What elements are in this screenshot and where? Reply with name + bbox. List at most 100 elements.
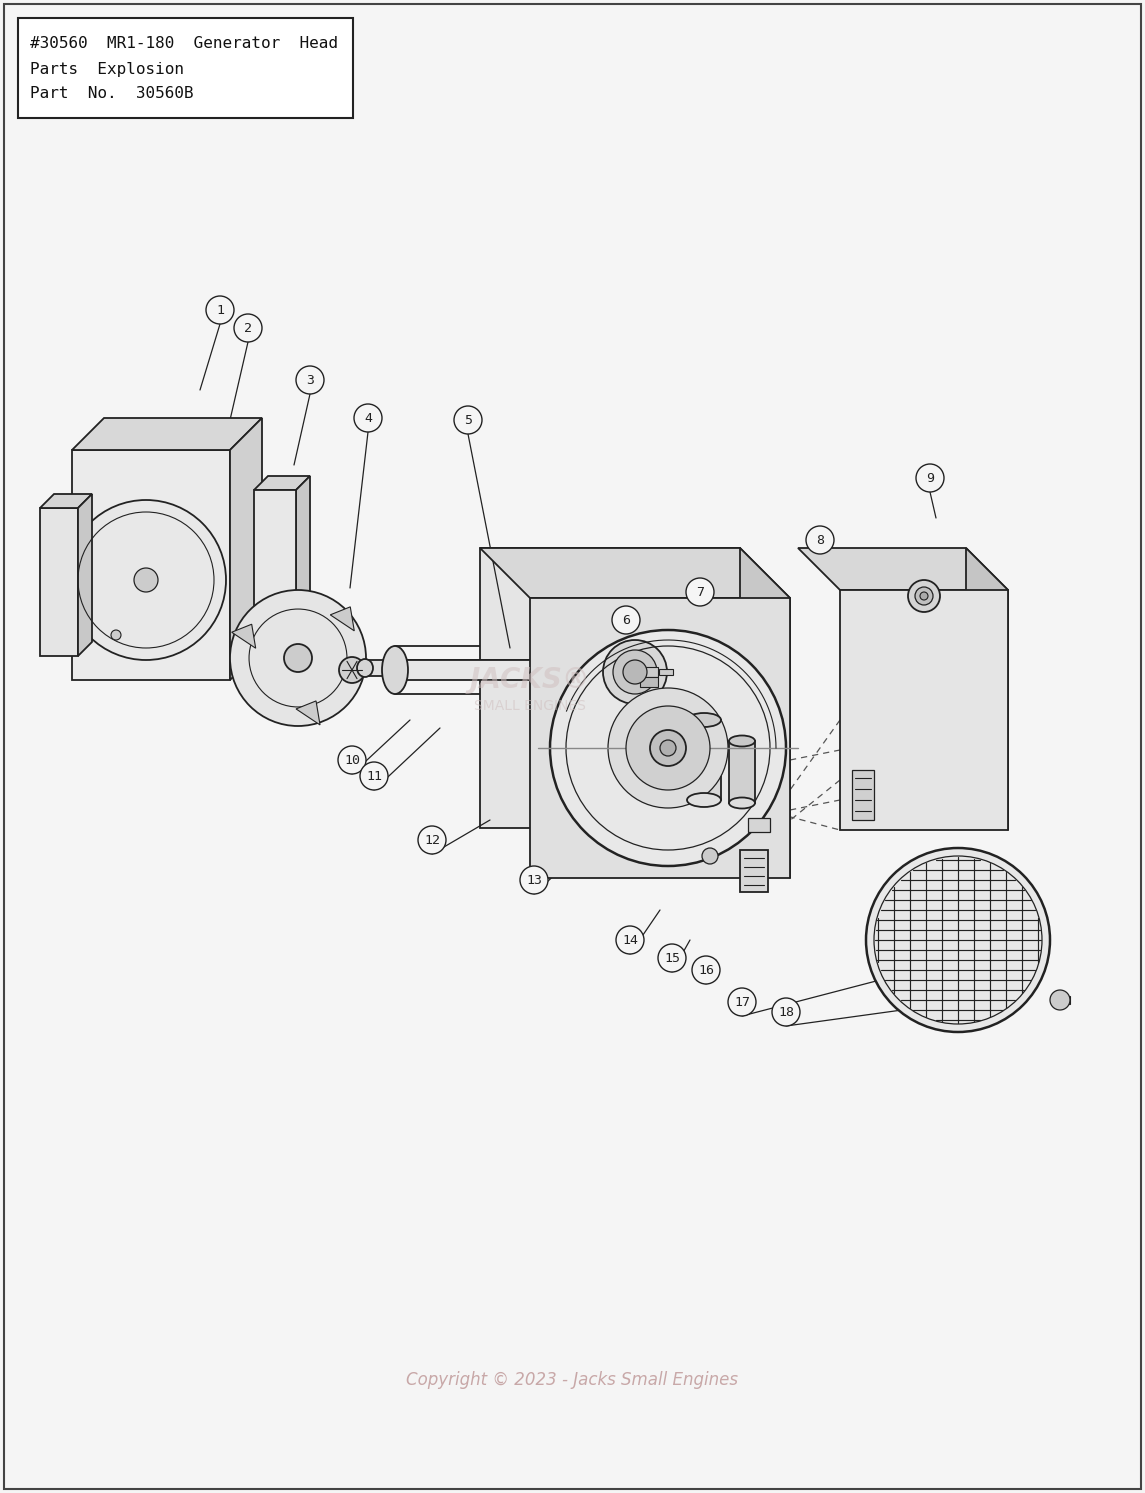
Circle shape xyxy=(520,866,548,894)
Bar xyxy=(687,720,721,800)
Circle shape xyxy=(338,746,366,773)
Circle shape xyxy=(772,997,800,1026)
Circle shape xyxy=(284,643,311,672)
Circle shape xyxy=(455,406,482,434)
Polygon shape xyxy=(365,660,619,676)
Circle shape xyxy=(550,630,785,866)
Circle shape xyxy=(360,761,388,790)
Circle shape xyxy=(66,500,226,660)
Circle shape xyxy=(418,826,447,854)
Polygon shape xyxy=(72,418,262,449)
Circle shape xyxy=(919,593,927,600)
Polygon shape xyxy=(530,599,790,878)
Text: 15: 15 xyxy=(664,951,680,964)
Text: 13: 13 xyxy=(526,873,542,887)
Circle shape xyxy=(134,567,158,593)
Bar xyxy=(18,18,353,118)
Circle shape xyxy=(623,660,647,684)
Text: 6: 6 xyxy=(622,614,630,627)
Circle shape xyxy=(206,296,234,324)
Bar xyxy=(640,667,658,676)
Text: 14: 14 xyxy=(622,933,638,947)
Circle shape xyxy=(660,741,676,755)
Polygon shape xyxy=(254,476,310,490)
Polygon shape xyxy=(231,624,255,648)
Circle shape xyxy=(686,578,714,606)
Polygon shape xyxy=(230,418,262,679)
Bar xyxy=(729,741,755,803)
Text: 7: 7 xyxy=(696,585,704,599)
Polygon shape xyxy=(40,508,78,655)
Polygon shape xyxy=(798,548,1008,590)
Ellipse shape xyxy=(687,793,721,808)
Circle shape xyxy=(908,579,940,612)
Text: Parts  Explosion: Parts Explosion xyxy=(30,63,184,78)
Circle shape xyxy=(608,688,728,808)
Circle shape xyxy=(230,590,366,726)
Circle shape xyxy=(702,848,718,864)
Text: 18: 18 xyxy=(777,1005,793,1018)
Circle shape xyxy=(354,405,382,431)
Text: Copyright © 2023 - Jacks Small Engines: Copyright © 2023 - Jacks Small Engines xyxy=(406,1371,739,1388)
Text: 1: 1 xyxy=(216,303,224,317)
Circle shape xyxy=(297,366,324,394)
Circle shape xyxy=(611,606,640,635)
Text: 16: 16 xyxy=(698,963,714,976)
Text: SMALL ENGINES: SMALL ENGINES xyxy=(474,699,586,714)
Polygon shape xyxy=(480,548,790,599)
Text: 8: 8 xyxy=(816,533,824,546)
Circle shape xyxy=(806,526,834,554)
Bar xyxy=(1055,996,1069,1003)
Polygon shape xyxy=(840,590,1008,830)
Circle shape xyxy=(692,956,720,984)
Text: 12: 12 xyxy=(424,833,440,847)
Text: 3: 3 xyxy=(306,373,314,387)
Text: #30560  MR1-180  Generator  Head: #30560 MR1-180 Generator Head xyxy=(30,36,338,51)
Polygon shape xyxy=(78,494,92,655)
Circle shape xyxy=(234,314,262,342)
Polygon shape xyxy=(330,606,354,632)
Ellipse shape xyxy=(687,714,721,727)
Bar xyxy=(740,850,768,891)
Text: 5: 5 xyxy=(464,414,472,427)
Ellipse shape xyxy=(611,646,638,694)
Circle shape xyxy=(915,587,933,605)
Circle shape xyxy=(339,657,365,682)
Polygon shape xyxy=(395,660,625,679)
Text: 17: 17 xyxy=(734,996,750,1008)
Circle shape xyxy=(866,848,1050,1032)
Bar xyxy=(660,669,673,675)
Polygon shape xyxy=(254,490,297,608)
Polygon shape xyxy=(297,476,310,608)
Polygon shape xyxy=(966,548,1008,830)
Polygon shape xyxy=(297,700,321,726)
Polygon shape xyxy=(740,548,790,878)
Ellipse shape xyxy=(729,797,755,809)
Circle shape xyxy=(635,708,650,721)
Text: JACKS®: JACKS® xyxy=(469,666,591,694)
Circle shape xyxy=(616,926,643,954)
Text: 4: 4 xyxy=(364,412,372,424)
Circle shape xyxy=(111,630,121,640)
Circle shape xyxy=(613,649,657,694)
Text: 11: 11 xyxy=(366,769,382,782)
Circle shape xyxy=(728,988,756,1017)
Circle shape xyxy=(650,730,686,766)
Ellipse shape xyxy=(729,736,755,746)
Circle shape xyxy=(626,706,710,790)
Polygon shape xyxy=(480,548,740,829)
Polygon shape xyxy=(72,449,230,679)
Ellipse shape xyxy=(382,646,408,694)
Circle shape xyxy=(603,640,668,705)
Bar xyxy=(640,676,658,687)
Ellipse shape xyxy=(357,658,373,676)
Polygon shape xyxy=(40,494,92,508)
Text: 10: 10 xyxy=(344,754,360,766)
Text: Part  No.  30560B: Part No. 30560B xyxy=(30,87,194,102)
Bar xyxy=(852,770,874,820)
Circle shape xyxy=(916,464,943,493)
Circle shape xyxy=(1050,990,1069,1009)
Bar xyxy=(748,818,769,832)
Text: 2: 2 xyxy=(244,321,252,334)
Text: 9: 9 xyxy=(926,472,934,485)
